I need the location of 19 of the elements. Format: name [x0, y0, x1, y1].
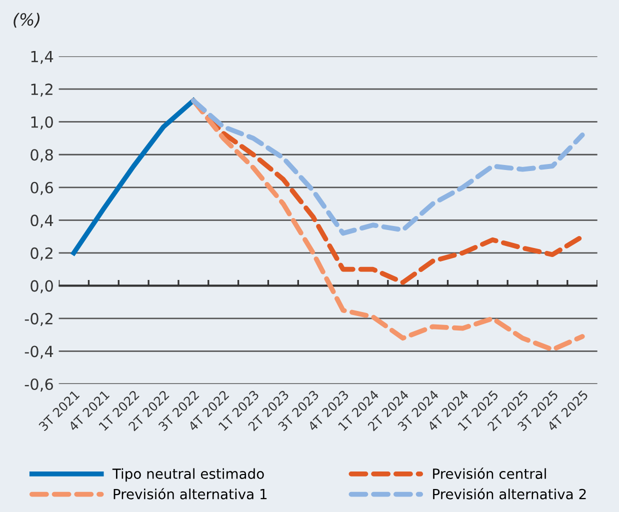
y-tick-label: 0,6: [30, 182, 53, 195]
line-series: [191, 98, 585, 236]
y-tick-label: 0,2: [30, 247, 52, 261]
line-series: [191, 98, 585, 352]
legend-label: Tipo neutral estimado: [112, 468, 264, 482]
legend-label: Previsión alternativa 2: [433, 488, 586, 500]
legend-label: Previsión alternativa 1: [114, 488, 267, 500]
y-tick-label: 0,4: [30, 214, 54, 228]
line-series: [71, 98, 196, 256]
legend-label: Previsión central: [433, 468, 546, 479]
y-tick-label: 1,0: [31, 116, 53, 130]
y-tick-label: 1,2: [31, 84, 52, 97]
y-tick-label: -0,4: [24, 346, 54, 359]
y-axis-title: (%): [14, 12, 40, 28]
y-tick-label: 0,8: [30, 149, 53, 162]
y-tick-label: 1,4: [31, 50, 54, 64]
y-tick-label: -0,2: [24, 312, 52, 326]
y-tick-label: 0,0: [30, 280, 53, 294]
y-tick-label: -0,6: [24, 378, 53, 392]
